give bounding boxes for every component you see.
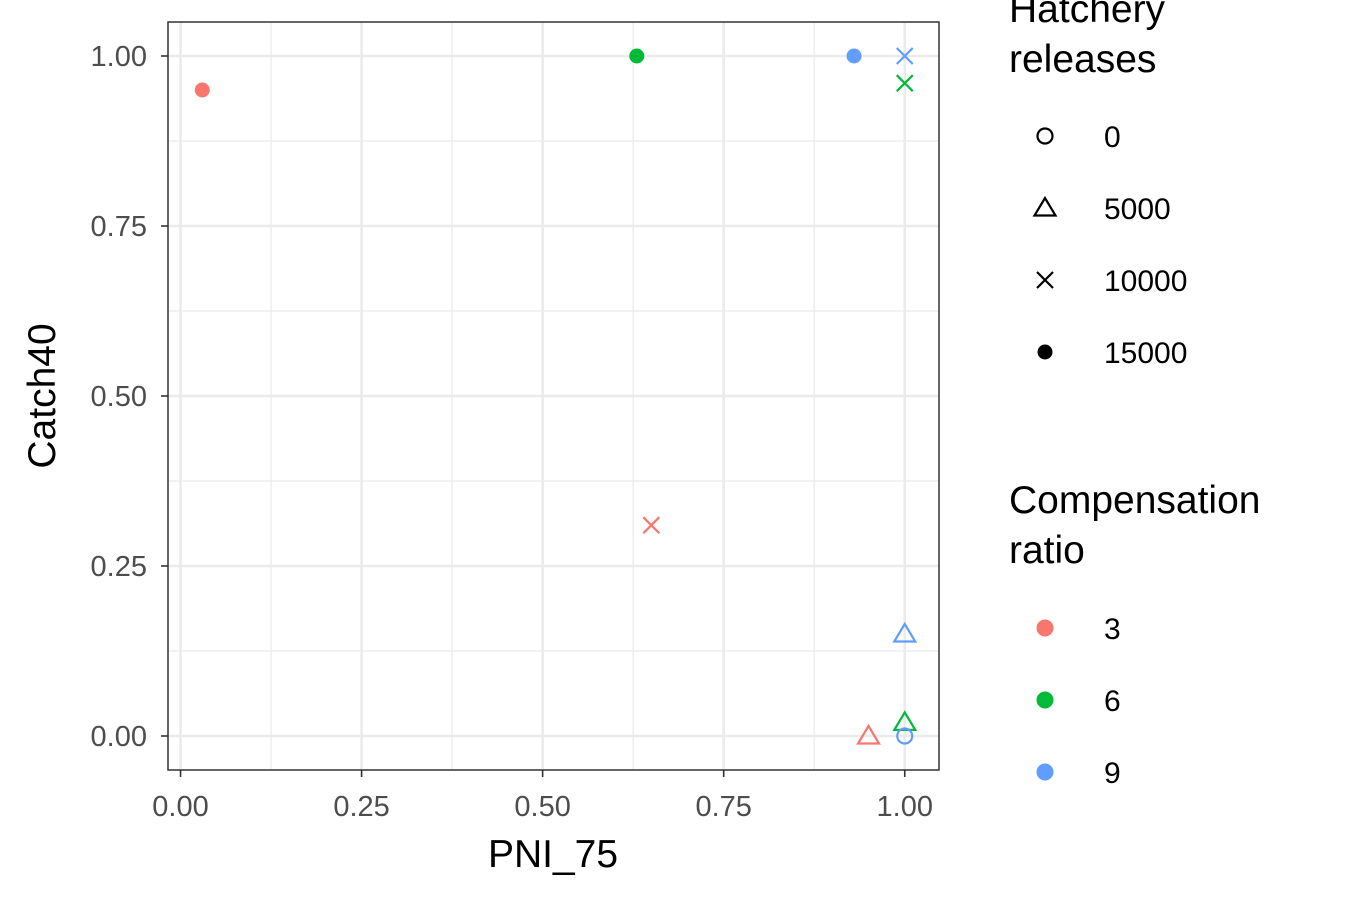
x-axis-title: PNI_75 xyxy=(488,833,618,876)
legend-key-color xyxy=(1036,619,1054,637)
data-point xyxy=(892,710,918,732)
x-tick-label: 0.75 xyxy=(695,791,751,823)
legend-key-circle-filled xyxy=(1037,344,1053,360)
legend-key-triangle-open xyxy=(1032,195,1058,217)
x-axis-ticks: 0.00 0.25 0.50 0.75 1.00 xyxy=(152,770,933,823)
legend-label: 3 xyxy=(1104,613,1121,646)
y-tick-label: 0.00 xyxy=(91,721,147,753)
legend-key-circle-open xyxy=(1036,127,1054,145)
legend-title-line: Hatchery xyxy=(1009,0,1166,31)
data-point xyxy=(856,723,881,745)
y-tick-label: 0.50 xyxy=(91,381,147,413)
data-point xyxy=(629,48,645,64)
legend-key-color xyxy=(1036,763,1054,781)
data-point xyxy=(895,74,914,92)
y-tick-label: 0.25 xyxy=(91,551,147,583)
x-tick-label: 0.00 xyxy=(152,791,208,823)
data-point xyxy=(895,47,914,65)
legend-title-line: Compensation xyxy=(1009,479,1260,522)
data-point xyxy=(194,82,210,98)
x-tick-label: 0.50 xyxy=(514,791,570,823)
legend-hatchery-releases: Hatchery releases 0 5000 10000 15000 xyxy=(1009,0,1187,370)
legend-title-line: ratio xyxy=(1009,529,1085,572)
y-axis-ticks: 0.00 0.25 0.50 0.75 1.00 xyxy=(91,41,168,753)
legend-key-color xyxy=(1036,691,1054,709)
data-point xyxy=(892,621,918,643)
x-tick-label: 0.25 xyxy=(333,791,389,823)
legend-label: 6 xyxy=(1104,685,1121,718)
legend-label: 5000 xyxy=(1104,193,1171,226)
y-tick-label: 1.00 xyxy=(91,41,147,73)
legend-key-cross xyxy=(1036,271,1054,289)
data-point xyxy=(846,48,862,64)
legend-label: 10000 xyxy=(1104,265,1187,298)
legend-label: 15000 xyxy=(1104,337,1187,370)
legend-label: 9 xyxy=(1104,757,1121,790)
legend-label: 0 xyxy=(1104,121,1121,154)
y-tick-label: 0.75 xyxy=(91,211,147,243)
data-points xyxy=(194,47,918,745)
data-point xyxy=(896,727,914,745)
major-gridlines xyxy=(168,22,939,770)
y-axis-title: Catch40 xyxy=(21,323,64,468)
legend-compensation-ratio: Compensation ratio 3 6 9 xyxy=(1009,479,1260,790)
legend-title-line: releases xyxy=(1009,38,1156,81)
data-point xyxy=(642,516,661,534)
x-tick-label: 1.00 xyxy=(877,791,933,823)
